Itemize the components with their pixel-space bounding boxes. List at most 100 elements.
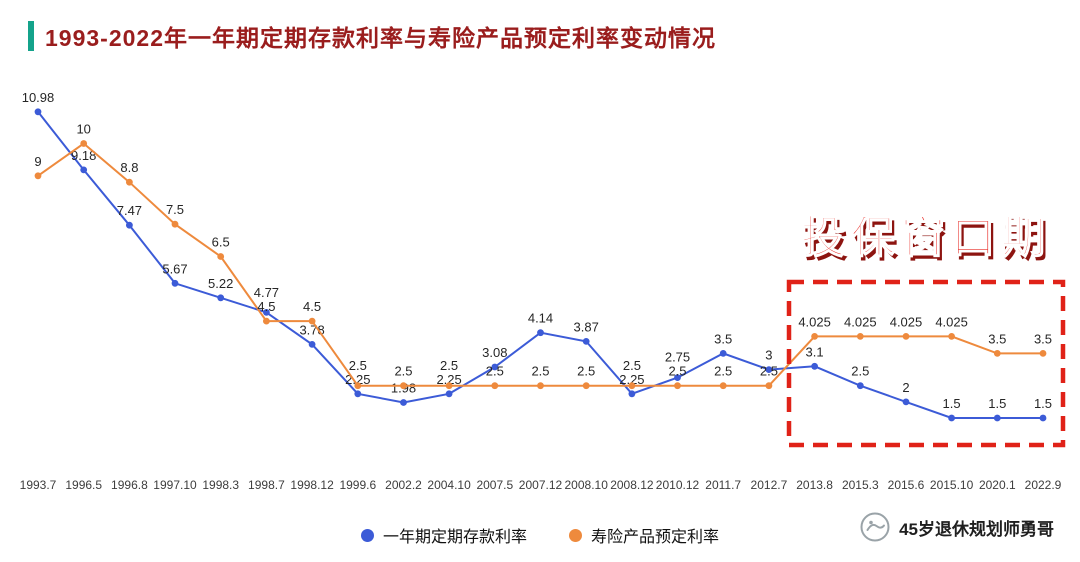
x-axis-label: 2015.6 (888, 478, 925, 492)
x-axis-label: 2008.12 (610, 478, 654, 492)
data-label: 2.5 (577, 364, 595, 379)
page-title: 1993-2022年一年期定期存款利率与寿险产品预定利率变动情况 (45, 25, 716, 51)
data-label: 2.5 (760, 364, 778, 379)
data-label: 2.25 (619, 372, 644, 387)
data-label: 10.98 (22, 90, 55, 105)
legend: 一年期定期存款利率 寿险产品预定利率 (0, 523, 1080, 547)
x-axis-label: 2015.10 (930, 478, 974, 492)
data-point (993, 350, 1001, 357)
data-label: 3.87 (574, 319, 599, 334)
data-point (1039, 350, 1047, 357)
data-label: 3.5 (1034, 331, 1052, 346)
data-label: 3.78 (299, 322, 324, 337)
data-point (354, 382, 362, 390)
watermark-logo-icon (860, 512, 890, 542)
data-label: 7.47 (117, 203, 142, 218)
data-point (582, 338, 590, 345)
data-label: 2.5 (440, 358, 458, 373)
x-axis-label: 2013.8 (796, 478, 833, 492)
data-label: 7.5 (166, 202, 184, 217)
data-label: 9.18 (71, 148, 96, 163)
data-label: 3.1 (806, 344, 824, 359)
data-point (171, 279, 179, 287)
x-axis-label: 1997.10 (153, 478, 197, 492)
data-label: 1.5 (1034, 396, 1052, 411)
data-label: 3.5 (714, 331, 732, 346)
data-point (719, 382, 727, 390)
data-point (856, 333, 864, 340)
data-label: 4.14 (528, 311, 553, 326)
insurance-rate-legend-dot-icon (569, 528, 582, 542)
data-label: 2.5 (531, 364, 549, 379)
legend-item-insurance-rate: 寿险产品预定利率 (569, 523, 719, 547)
x-axis-label: 2007.5 (476, 478, 513, 492)
data-point (491, 382, 499, 390)
x-axis-label: 2015.3 (842, 478, 879, 492)
x-axis-label: 2002.2 (385, 478, 422, 492)
x-axis-label: 1996.8 (111, 478, 148, 492)
data-point (400, 399, 407, 406)
data-point (263, 317, 270, 325)
data-label: 9 (34, 154, 41, 169)
data-label: 1.5 (943, 396, 961, 411)
data-point (856, 382, 864, 390)
data-label: 1.5 (988, 396, 1006, 411)
data-label: 5.67 (162, 261, 187, 276)
data-label: 10 (76, 122, 90, 137)
x-axis-label: 1993.7 (20, 478, 57, 492)
data-point (400, 382, 407, 390)
data-point (674, 382, 681, 390)
data-label: 4.5 (257, 299, 275, 314)
data-point (445, 382, 453, 390)
data-point (902, 333, 910, 340)
data-point (217, 253, 225, 260)
insurance-window-annotation: 投保窗口期 (800, 212, 1051, 263)
highlight-region-box (786, 279, 1066, 448)
page-header: 1993-2022年一年期定期存款利率与寿险产品预定利率变动情况 (28, 19, 716, 53)
data-point (948, 414, 955, 422)
data-point (80, 166, 88, 174)
legend-item-deposit-rate: 一年期定期存款利率 (360, 523, 527, 547)
data-label: 2.25 (436, 372, 461, 387)
data-label: 2 (902, 380, 909, 395)
x-axis-label: 1999.6 (339, 478, 376, 492)
data-label: 4.025 (935, 314, 968, 329)
data-label: 8.8 (120, 160, 138, 175)
data-point (948, 333, 955, 340)
data-label: 3.5 (988, 331, 1006, 346)
x-axis-label: 1998.3 (202, 478, 239, 492)
data-point (628, 390, 636, 398)
data-point (491, 363, 499, 371)
data-label: 2.5 (714, 364, 732, 379)
data-point (719, 350, 727, 357)
data-point (1039, 414, 1047, 422)
data-point (125, 178, 133, 186)
deposit-rate-legend-dot-icon (360, 528, 374, 542)
x-axis-label: 2010.12 (656, 478, 700, 492)
x-axis-label: 2012.7 (751, 478, 788, 492)
data-point (217, 294, 225, 302)
data-label: 4.025 (844, 314, 877, 329)
data-point (354, 390, 362, 398)
x-axis-label: 2022.9 (1025, 478, 1062, 492)
data-point (445, 390, 453, 398)
data-label: 2.5 (349, 358, 367, 373)
data-label: 2.5 (623, 358, 641, 373)
data-point (537, 329, 544, 337)
x-axis-label: 2008.10 (565, 478, 609, 492)
x-axis-label: 2007.12 (519, 478, 563, 492)
watermark: 45岁退休规划师勇哥 (859, 511, 1054, 543)
data-label: 3.08 (482, 345, 507, 360)
data-point (628, 382, 636, 390)
data-point (993, 414, 1001, 422)
data-point (582, 382, 590, 390)
data-label: 4.5 (303, 299, 321, 314)
data-point (125, 221, 133, 229)
data-point (308, 317, 316, 325)
data-point (765, 366, 773, 373)
x-axis-label: 2004.10 (427, 478, 471, 492)
insurance-rate-legend-label: 寿险产品预定利率 (591, 529, 720, 546)
data-label: 4.025 (798, 314, 831, 329)
